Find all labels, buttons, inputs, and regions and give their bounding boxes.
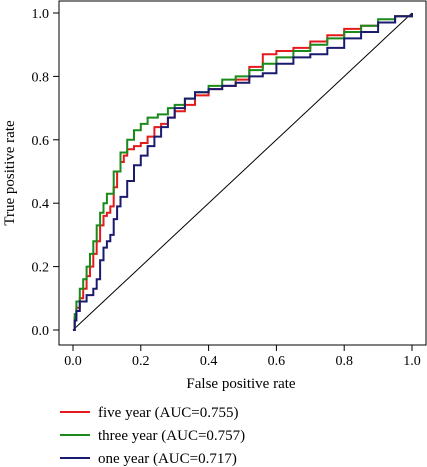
x-tick-label: 1.0 — [403, 354, 421, 369]
y-tick-label: 0.8 — [32, 70, 50, 85]
y-tick-label: 0.6 — [32, 134, 50, 149]
y-axis-label: True positive rate — [2, 120, 18, 226]
legend: five year (AUC=0.755) three year (AUC=0.7… — [60, 405, 245, 467]
diagonal-reference-line — [72, 12, 413, 331]
y-axis: 0.0 0.2 0.4 0.6 0.8 1.0 — [32, 7, 59, 339]
roc-curve-series-1 — [73, 13, 413, 331]
legend-label: three year (AUC=0.757) — [98, 428, 245, 444]
x-tick-label: 0.4 — [200, 354, 218, 369]
x-tick-label: 0.0 — [64, 354, 82, 369]
x-tick-label: 0.6 — [268, 354, 286, 369]
y-tick-label: 1.0 — [32, 7, 50, 22]
legend-label: one year (AUC=0.717) — [98, 451, 237, 467]
plot-frame — [58, 0, 427, 346]
roc-curve-series-2 — [73, 13, 413, 331]
roc-curve-series-0 — [73, 13, 413, 331]
y-tick-label: 0.0 — [32, 324, 50, 339]
x-axis-label: False positive rate — [186, 376, 295, 392]
y-tick-label: 0.4 — [32, 197, 50, 212]
x-tick-label: 0.2 — [132, 354, 150, 369]
x-axis: 0.0 0.2 0.4 0.6 0.8 1.0 — [64, 345, 421, 369]
series-layer — [73, 13, 413, 331]
x-tick-label: 0.8 — [335, 354, 353, 369]
y-tick-label: 0.2 — [32, 261, 50, 276]
legend-label: five year (AUC=0.755) — [98, 405, 239, 421]
